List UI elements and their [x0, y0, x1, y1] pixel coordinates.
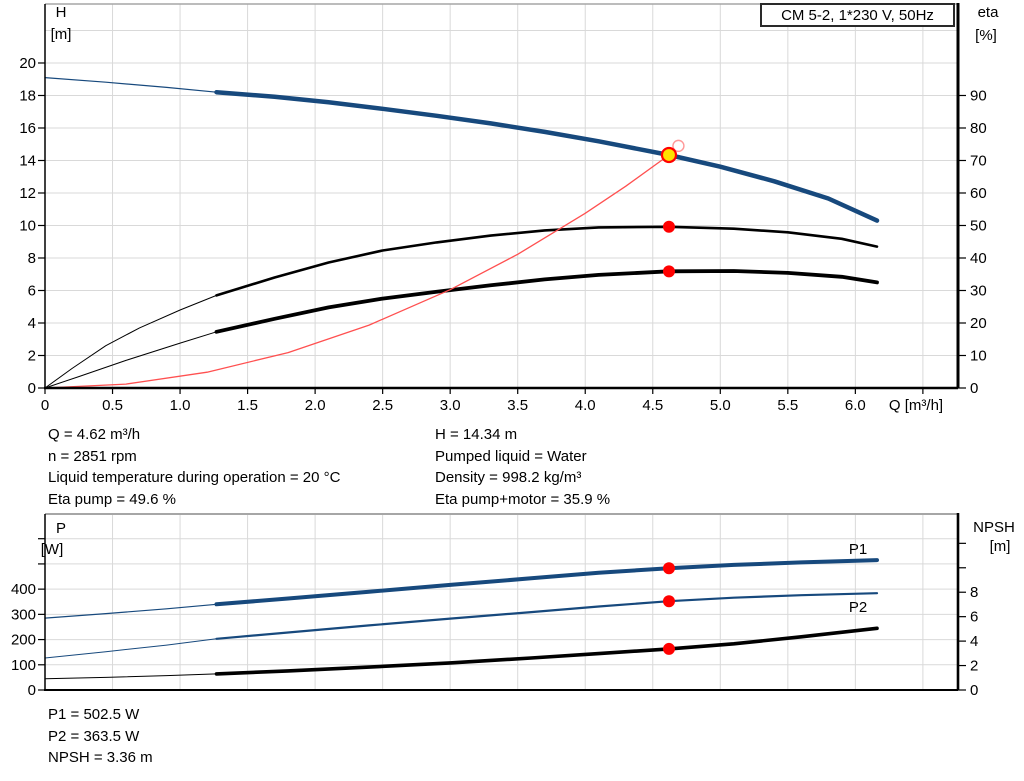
h-curve-series: [214, 89, 880, 223]
x-axis-tick-label: 6.0: [845, 397, 866, 414]
x-axis-tick-label: 2.5: [372, 397, 393, 414]
p1-point-marker: [662, 562, 675, 575]
p2-point-marker: [662, 595, 675, 608]
pump-title: CM 5-2, 1*230 V, 50Hz: [781, 6, 934, 24]
eta-pump-point-marker: [662, 220, 675, 233]
power-npsh-chart: 0 100 200 300 400 0 2 4 6 8 P [W] NPSH [m] P1 P2: [11, 513, 1015, 699]
density-value: Density = 998.2 kg/m³: [435, 469, 582, 487]
npsh-curve-series: [214, 626, 879, 676]
p2-value: P2 = 363.5 W: [48, 727, 140, 745]
p2-curve-series: [215, 592, 879, 640]
curve-label-p1: P1: [849, 541, 867, 558]
x-axis-tick-label: 0: [41, 397, 49, 414]
x-axis-tick-label: 1.0: [170, 397, 191, 414]
eta-pump-motor-value: Eta pump+motor = 35.9 %: [435, 491, 611, 509]
eta-pump-lead-series: [44, 294, 217, 389]
left-axis-tick-label: 2: [28, 347, 36, 364]
x-axis-tick-label: 3.5: [507, 397, 528, 414]
left-axis-tick-label: 12: [19, 185, 36, 202]
right-axis-tick-label: 2: [970, 658, 978, 675]
x-axis-title: Q [m³/h]: [889, 397, 943, 414]
curve-label-p2: P2: [849, 599, 867, 616]
right-axis-tick-label: 70: [970, 152, 987, 169]
left-axis-title: [W]: [41, 541, 64, 558]
duty-data-left: Q = 4.62 m³/h n = 2851 rpm Liquid temper…: [48, 424, 340, 511]
x-axis-tick-label: 4.5: [642, 397, 663, 414]
right-axis-tick-label: 30: [970, 282, 987, 299]
p2-curve-lead-series: [44, 638, 217, 659]
npsh-value: NPSH = 3.36 m: [48, 749, 153, 767]
npsh-curve-lead-series: [44, 673, 217, 680]
left-axis-title: P: [56, 520, 66, 537]
left-axis-tick-label: 200: [11, 632, 36, 649]
right-axis-tick-label: 50: [970, 217, 987, 234]
pumped-liquid-value: Pumped liquid = Water: [435, 447, 587, 465]
p1-value: P1 = 502.5 W: [48, 706, 140, 723]
x-axis-tick-label: 4.0: [575, 397, 596, 414]
right-axis-tick-label: 0: [970, 682, 978, 699]
npsh-point-marker: [662, 642, 675, 655]
hq-eta-chart: 0 2 4 6 8 10 12 14 16 18 20 0 10 20 30 40 50 60 70 80 90 0 0.5…: [19, 3, 1000, 414]
duty-data-right: H = 14.34 m Pumped liquid = Water Densit…: [435, 424, 610, 511]
x-axis-tick-label: 1.5: [237, 397, 258, 414]
x-axis-tick-label: 2.0: [305, 397, 326, 414]
speed-value: n = 2851 rpm: [48, 447, 137, 465]
right-axis-title: [m]: [990, 538, 1011, 555]
right-axis-tick-label: 90: [970, 87, 987, 104]
x-axis-tick-label: 3.0: [440, 397, 461, 414]
flow-value: Q = 4.62 m³/h: [48, 426, 141, 443]
left-axis-tick-label: 300: [11, 606, 36, 623]
duty-point-marker[interactable]: [660, 146, 678, 164]
p1-curve-lead-series: [44, 603, 218, 619]
x-axis-tick-label: 5.0: [710, 397, 731, 414]
left-axis-tick-label: 10: [19, 217, 36, 234]
right-axis-tick-label: 80: [970, 120, 987, 137]
h-curve-lead-series: [44, 77, 218, 93]
duty-point-requested-marker[interactable]: [672, 139, 685, 153]
left-axis-tick-label: 16: [19, 120, 36, 137]
left-axis-title: H: [56, 4, 67, 21]
right-axis-title: NPSH: [973, 519, 1015, 536]
left-axis-tick-label: 20: [19, 55, 36, 72]
right-axis-tick-label: 4: [970, 633, 978, 650]
system-curve-series: [44, 154, 670, 389]
right-axis-tick-label: 20: [970, 315, 987, 332]
p1-curve-series: [214, 558, 879, 607]
left-axis-tick-label: 400: [11, 581, 36, 598]
left-axis-tick-label: 18: [19, 87, 36, 104]
left-axis-tick-label: 4: [28, 315, 36, 332]
x-axis-tick-label: 0.5: [102, 397, 123, 414]
left-axis-tick-label: 0: [28, 682, 36, 699]
right-axis-tick-label: 40: [970, 250, 987, 267]
right-axis-tick-label: 60: [970, 185, 987, 202]
liquid-temperature-value: Liquid temperature during operation = 20…: [48, 469, 341, 487]
right-axis-tick-label: 8: [970, 584, 978, 601]
right-axis-tick-label: 6: [970, 609, 978, 626]
left-axis-tick-label: 14: [19, 152, 36, 169]
left-axis-tick-label: 6: [28, 282, 36, 299]
eta-pump-value: Eta pump = 49.6 %: [48, 491, 176, 509]
right-axis-tick-label: 0: [970, 380, 978, 397]
left-axis-tick-label: 100: [11, 657, 36, 674]
eta-pump-series: [215, 225, 879, 297]
left-axis-tick-label: 0: [28, 380, 36, 397]
pump-title-box: CM 5-2, 1*230 V, 50Hz: [760, 3, 955, 27]
left-axis-tick-label: 8: [28, 250, 36, 267]
right-axis-title: [%]: [975, 27, 997, 44]
eta-pump-motor-series: [214, 269, 879, 334]
right-axis-tick-label: 10: [970, 347, 987, 364]
head-value: H = 14.34 m: [435, 426, 518, 443]
eta-pump-motor-point-marker: [662, 265, 675, 278]
power-data: P1 = 502.5 W P2 = 363.5 W NPSH = 3.36 m: [48, 704, 153, 769]
right-axis-title: eta: [978, 4, 1000, 21]
left-axis-title: [m]: [51, 26, 72, 43]
eta-pump-motor-lead-series: [44, 331, 217, 389]
x-axis-tick-label: 5.5: [777, 397, 798, 414]
